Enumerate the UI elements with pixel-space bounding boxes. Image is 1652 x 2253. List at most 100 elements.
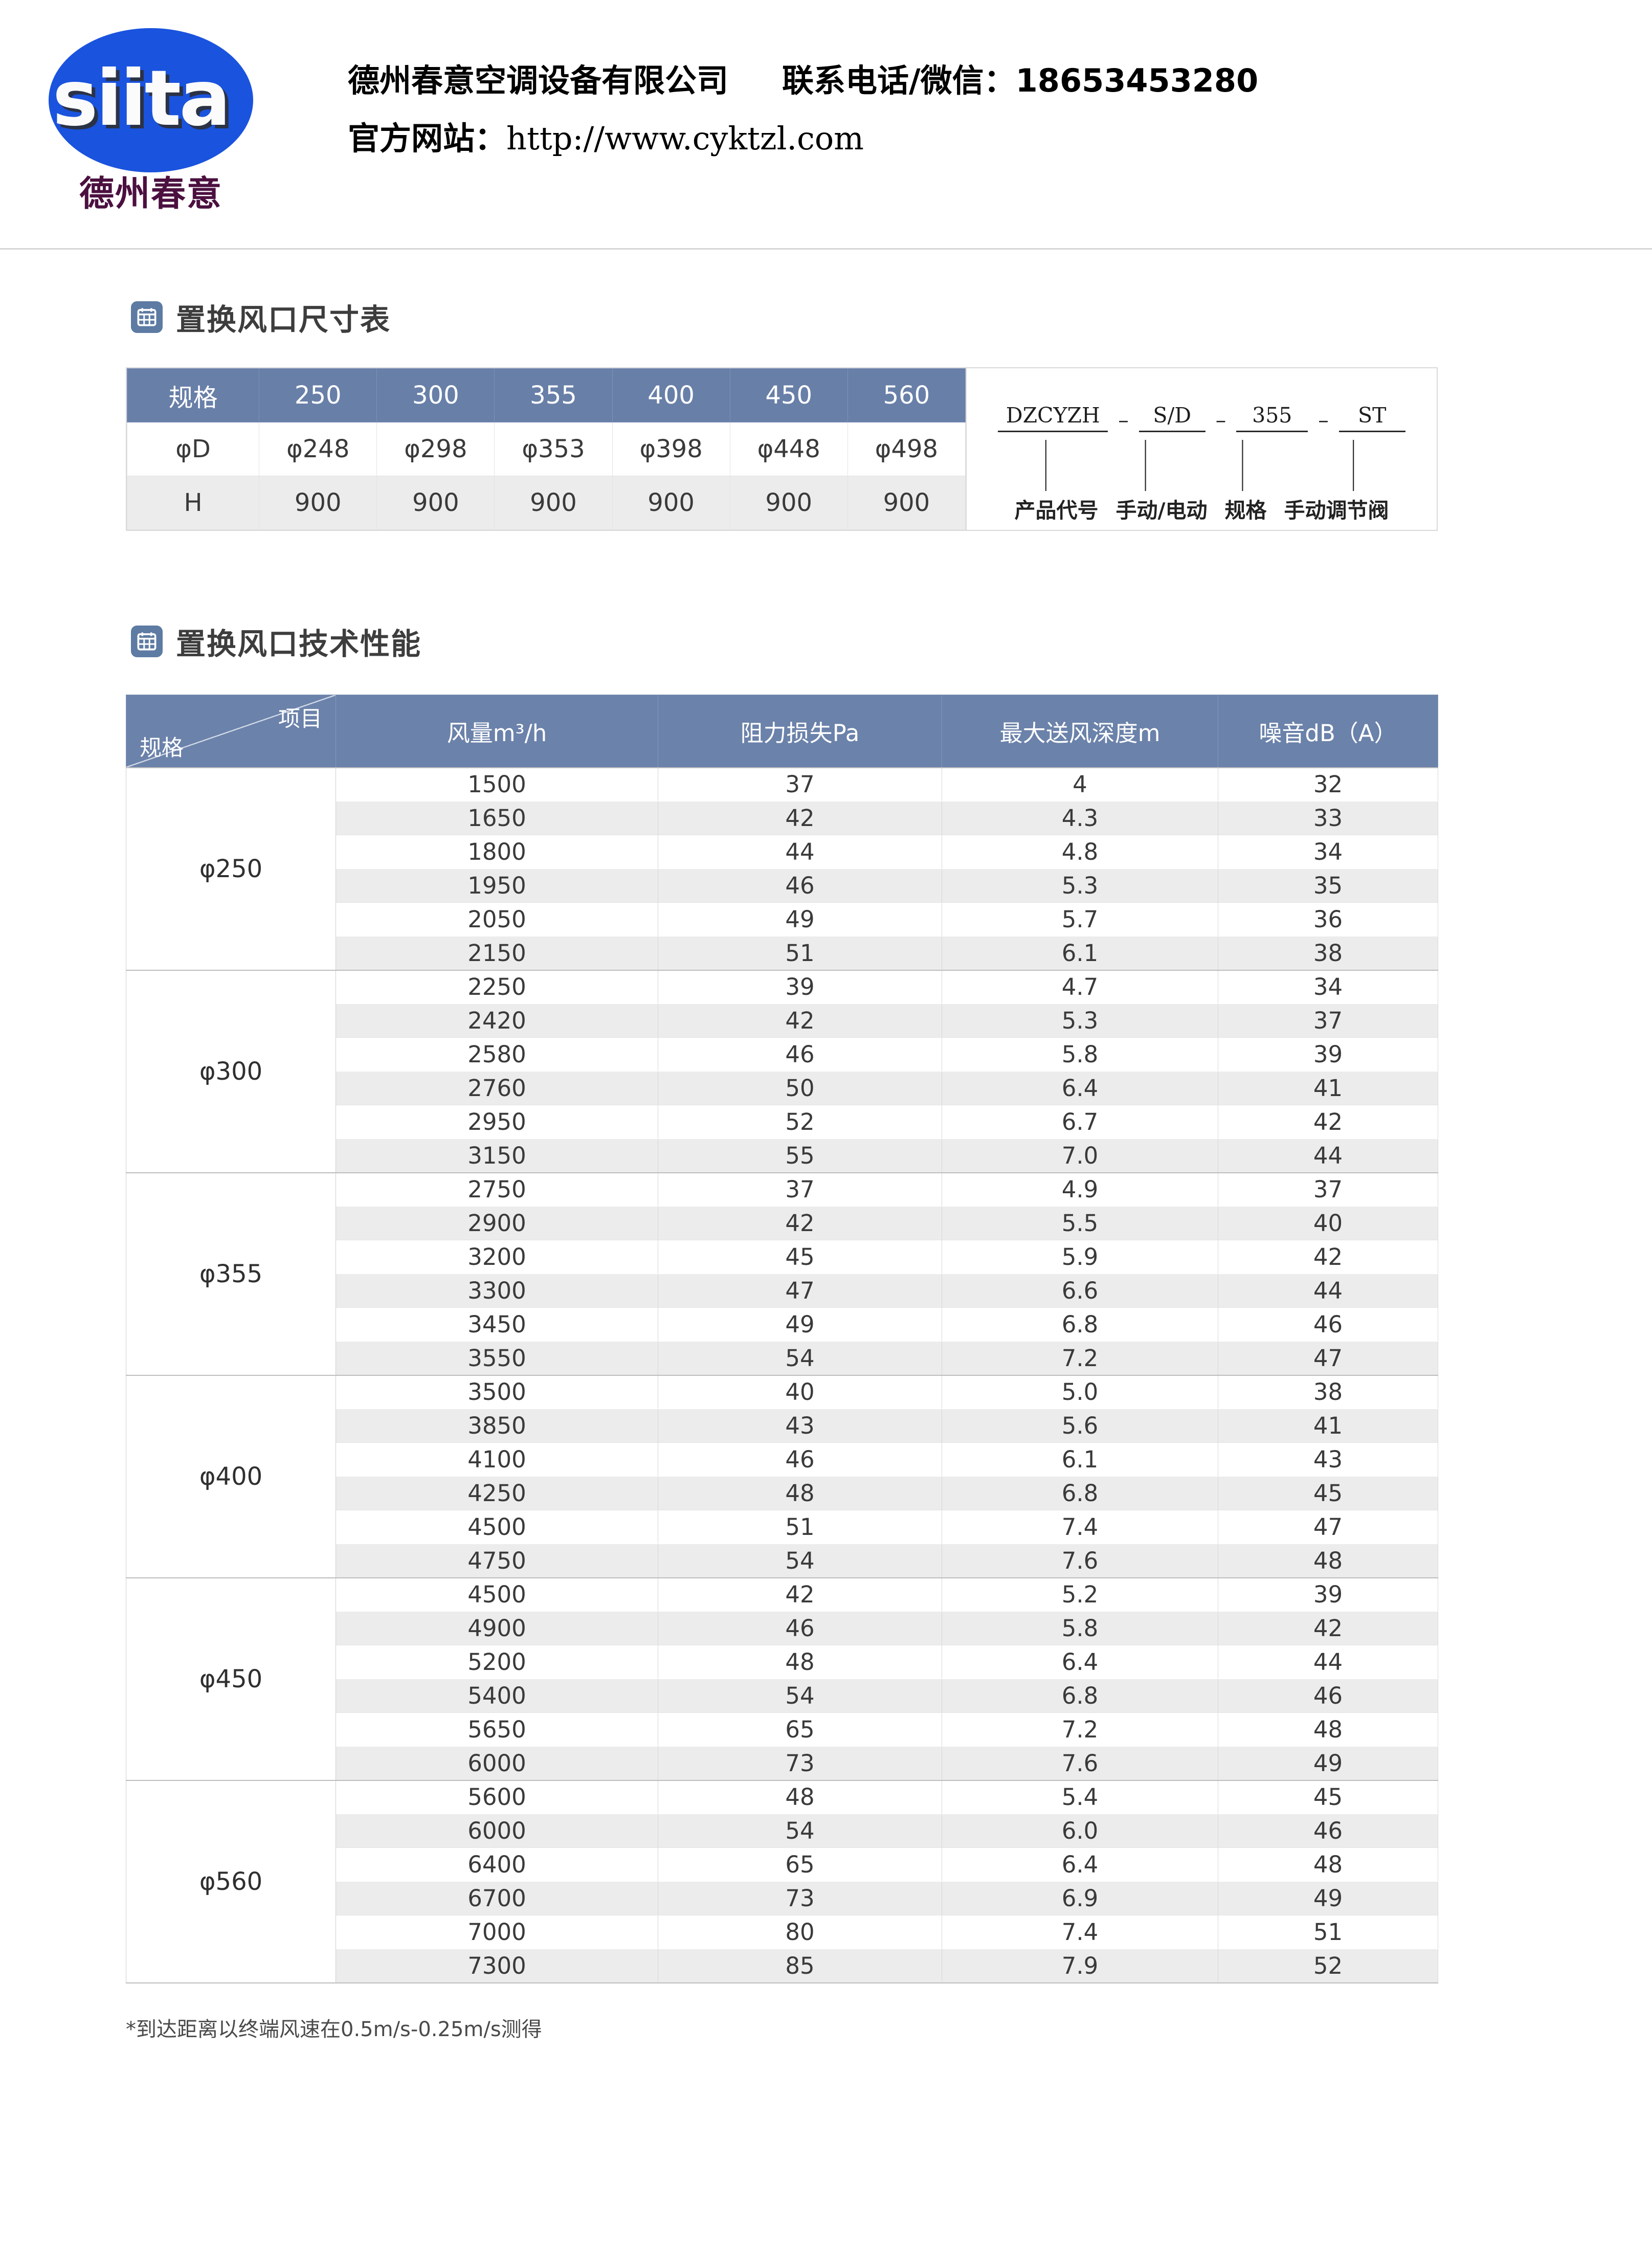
spec-cell-2: φ300	[126, 969, 336, 1173]
cell-depth: 5.3	[942, 1003, 1218, 1038]
cell-depth: 7.2	[942, 1712, 1218, 1747]
cell-depth: 7.0	[942, 1139, 1218, 1173]
table-row: 3150 55 7.0 44	[126, 1139, 1438, 1173]
footnote: *到达距离以终端风速在0.5m/s-0.25m/s测得	[126, 2018, 542, 2041]
code-segment-size: 355	[1236, 403, 1308, 432]
table-row: 3450 49 6.8 46	[126, 1307, 1438, 1342]
cell-depth: 6.4	[942, 1847, 1218, 1882]
cell-airflow: 5400	[336, 1679, 658, 1713]
spec-cell-5: φ450	[126, 1577, 336, 1781]
table-row: 1650 42 4.3 33	[126, 801, 1438, 835]
cell-airflow: 2900	[336, 1206, 658, 1240]
section-title-performance: 置换风口技术性能	[131, 620, 421, 663]
size-row-label-h: H	[126, 476, 260, 530]
cell-noise: 48	[1218, 1847, 1438, 1882]
table-row: φ560 5600 48 5.4 45	[126, 1779, 1438, 1983]
cell-depth: 7.9	[942, 1949, 1218, 1983]
table-row: 1950 46 5.3 35	[126, 868, 1438, 903]
size-header-450: 450	[729, 368, 848, 422]
cell-depth: 6.4	[942, 1645, 1218, 1679]
cell-depth: 6.8	[942, 1476, 1218, 1510]
cell-airflow: 6000	[336, 1746, 658, 1781]
table-row: 1800 44 4.8 34	[126, 835, 1438, 869]
table-row: 2580 46 5.8 39	[126, 1037, 1438, 1072]
performance-table-body: φ250 1500 37 4 32 1650 42 4.3 33 1800 44 4.8 34 1950 4…	[126, 767, 1438, 1983]
table-row: H 900 900 900 900 900 900	[126, 476, 966, 530]
size-cell: 900	[847, 476, 966, 530]
table-row: 2760 50 6.4 41	[126, 1071, 1438, 1105]
product-code-diagram: DZCYZH – S/D – 355 – ST 产品代号 手动/电动 规	[966, 368, 1437, 530]
section-title-text: 置换风口技术性能	[176, 627, 422, 661]
table-row: 4250 48 6.8 45	[126, 1476, 1438, 1510]
cell-pressure: 50	[658, 1071, 942, 1105]
cell-depth: 4.3	[942, 801, 1218, 835]
cell-noise: 32	[1218, 767, 1438, 801]
cell-depth: 6.8	[942, 1307, 1218, 1342]
diagonal-divider	[126, 695, 336, 767]
cell-airflow: 1950	[336, 868, 658, 903]
size-cell: 900	[729, 476, 848, 530]
cell-pressure: 37	[658, 1172, 942, 1207]
cell-noise: 42	[1218, 1105, 1438, 1139]
table-row: 7000 80 7.4 51	[126, 1915, 1438, 1949]
cell-depth: 7.6	[942, 1544, 1218, 1578]
cell-depth: 5.0	[942, 1374, 1218, 1409]
cell-noise: 43	[1218, 1442, 1438, 1477]
table-row: 3850 43 5.6 41	[126, 1409, 1438, 1443]
cell-noise: 44	[1218, 1274, 1438, 1308]
cell-noise: 36	[1218, 902, 1438, 936]
cell-airflow: 5600	[336, 1779, 658, 1814]
cell-depth: 6.6	[942, 1274, 1218, 1308]
cell-pressure: 42	[658, 1003, 942, 1038]
code-segment-valve: ST	[1338, 403, 1405, 432]
cell-pressure: 48	[658, 1779, 942, 1814]
cell-pressure: 40	[658, 1374, 942, 1409]
corner-label-spec: 规格	[140, 735, 184, 761]
column-header-airflow: 风量m³/h	[336, 695, 658, 768]
size-header-250: 250	[259, 368, 377, 422]
size-cell: φ448	[729, 422, 848, 476]
website-url[interactable]: http://www.cyktzl.com	[506, 120, 864, 158]
cell-noise: 46	[1218, 1814, 1438, 1848]
code-separator: –	[1118, 408, 1129, 432]
cell-depth: 4.8	[942, 835, 1218, 869]
size-cell: φ398	[612, 422, 730, 476]
size-cell: φ353	[494, 422, 613, 476]
code-separator: –	[1215, 408, 1226, 432]
cell-noise: 52	[1218, 1949, 1438, 1983]
table-icon	[131, 626, 163, 657]
cell-pressure: 45	[658, 1240, 942, 1274]
cell-pressure: 51	[658, 1510, 942, 1544]
size-cell: 900	[494, 476, 613, 530]
size-header-spec: 规格	[126, 368, 260, 422]
cell-depth: 6.8	[942, 1679, 1218, 1713]
code-label-valve: 手动调节阀	[1284, 498, 1389, 523]
cell-airflow: 2250	[336, 969, 658, 1004]
cell-airflow: 2750	[336, 1172, 658, 1207]
cell-noise: 42	[1218, 1240, 1438, 1274]
table-row: 2950 52 6.7 42	[126, 1105, 1438, 1139]
cell-pressure: 65	[658, 1712, 942, 1747]
code-segment-drive: S/D	[1138, 403, 1205, 432]
code-label-size: 规格	[1224, 498, 1267, 523]
spec-cell-4: φ400	[126, 1374, 336, 1578]
cell-noise: 40	[1218, 1206, 1438, 1240]
cell-airflow: 2050	[336, 902, 658, 936]
cell-depth: 6.4	[942, 1071, 1218, 1105]
table-row: 5200 48 6.4 44	[126, 1645, 1438, 1679]
cell-depth: 6.9	[942, 1881, 1218, 1915]
size-row-label-d: φD	[126, 422, 260, 476]
cell-noise: 45	[1218, 1476, 1438, 1510]
cell-pressure: 42	[658, 1577, 942, 1612]
size-header-560: 560	[847, 368, 966, 422]
cell-pressure: 51	[658, 936, 942, 971]
size-cell: φ298	[376, 422, 495, 476]
cell-depth: 7.4	[942, 1510, 1218, 1544]
cell-airflow: 5650	[336, 1712, 658, 1747]
cell-pressure: 46	[658, 868, 942, 903]
corner-label-item: 项目	[278, 706, 322, 732]
table-row: φ250 1500 37 4 32	[126, 767, 1438, 971]
cell-pressure: 46	[658, 1037, 942, 1072]
cell-noise: 45	[1218, 1779, 1438, 1814]
logo-chinese-name: 德州春意	[79, 174, 222, 214]
